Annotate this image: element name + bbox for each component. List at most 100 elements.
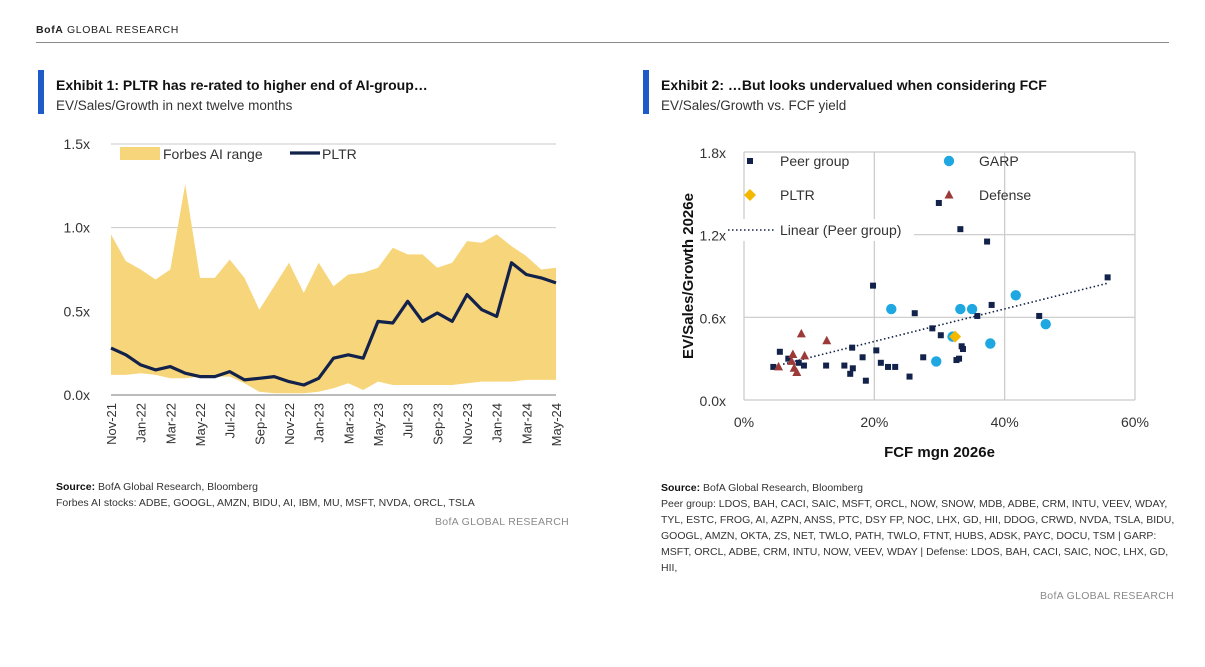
exhibit2-source-text: BofA Global Research, Bloomberg xyxy=(700,482,863,494)
exhibit2-y-tick-label: 1.8x xyxy=(700,145,726,161)
brand-header: BofA GLOBAL RESEARCH xyxy=(36,24,179,36)
exhibit1-x-tick-label: Nov-23 xyxy=(460,403,475,445)
peer-group-trendline xyxy=(782,282,1110,365)
peer-group-point xyxy=(984,238,991,245)
exhibit1-title: Exhibit 1: PLTR has re-rated to higher e… xyxy=(56,77,428,93)
exhibit1-y-tick-label: 0.0x xyxy=(64,387,90,403)
exhibit1-y-tick-label: 1.0x xyxy=(64,220,90,236)
peer-group-point xyxy=(823,362,830,369)
peer-group-point xyxy=(877,359,884,366)
legend-swatch-forbes-ai-range xyxy=(120,147,160,160)
exhibit2-axis-labels: FCF mgn 2026e EV/Sales/Growth 2026e xyxy=(680,193,995,461)
exhibit2-y-tick-label: 1.2x xyxy=(700,228,726,244)
exhibit1-x-tick-label: Sep-22 xyxy=(252,403,267,445)
garp-point xyxy=(931,356,942,367)
exhibit2-points-layer xyxy=(770,199,1111,384)
exhibit1-x-tick-label: Jul-22 xyxy=(223,403,238,438)
exhibit1-x-tick-label: Jan-22 xyxy=(134,403,149,443)
exhibit2-x-tick-label: 40% xyxy=(991,414,1019,430)
peer-group-point xyxy=(770,363,777,370)
exhibit2-source-label: Source: xyxy=(661,482,701,494)
exhibit1-x-tick-label: Sep-23 xyxy=(430,403,445,445)
legend-marker-peer-group xyxy=(747,158,753,164)
exhibit1-source-label: Source: xyxy=(56,481,96,493)
exhibit1-y-ticks: 0.0x 0.5x 1.0x 1.5x xyxy=(64,136,90,403)
exhibit2-trendline-layer xyxy=(782,282,1110,365)
exhibit1-x-tick-label: Jul-23 xyxy=(401,403,416,438)
defense-point xyxy=(788,349,798,359)
peer-group-point xyxy=(847,370,854,377)
peer-group-point xyxy=(873,347,880,354)
pltr-line xyxy=(110,261,557,387)
peer-group-point xyxy=(859,354,866,361)
exhibit1-y-tick-label: 1.5x xyxy=(64,136,90,152)
garp-point xyxy=(1010,290,1021,301)
exhibit1-x-tick-label: May-22 xyxy=(193,403,208,446)
garp-point xyxy=(955,303,966,315)
exhibit1-y-tick-label: 0.5x xyxy=(64,303,90,319)
exhibit2-title: Exhibit 2: …But looks undervalued when c… xyxy=(661,77,1047,93)
garp-point xyxy=(985,338,996,349)
legend-marker-garp xyxy=(943,155,955,167)
defense-point xyxy=(796,328,806,338)
exhibit1-x-tick-label: Nov-22 xyxy=(282,403,297,445)
exhibit1-x-tick-label: Mar-24 xyxy=(519,403,534,444)
peer-group-point xyxy=(862,377,869,384)
peer-group-point xyxy=(885,363,892,370)
peer-group-point xyxy=(841,362,848,369)
exhibit2-x-axis-label: FCF mgn 2026e xyxy=(884,444,995,461)
exhibit1-subtitle: EV/Sales/Growth in next twelve months xyxy=(56,98,293,113)
peer-group-point xyxy=(935,199,942,206)
exhibit2-legend: Peer group GARP PLTR Defense Linear (Peer gr… xyxy=(724,153,1031,241)
exhibit2-accent-bar xyxy=(643,70,649,114)
peer-group-point xyxy=(1104,274,1111,281)
peer-group-point xyxy=(776,348,783,355)
peer-group-point xyxy=(906,373,913,380)
exhibit2-y-tick-label: 0.6x xyxy=(700,310,726,326)
exhibit2-x-tick-label: 0% xyxy=(734,414,754,430)
exhibit1-source: Source: BofA Global Research, Bloomberg … xyxy=(56,479,576,511)
legend-marker-pltr xyxy=(744,189,756,201)
defense-point xyxy=(822,335,832,345)
peer-group-point xyxy=(911,310,918,317)
exhibit1-x-ticks: Nov-21 Jan-22 Mar-22 May-22 Jul-22 Sep-22 Nov-… xyxy=(104,403,564,446)
peer-group-point xyxy=(957,226,964,233)
exhibit1-x-tick-label: May-23 xyxy=(371,403,386,446)
exhibit1-x-tick-label: Jan-24 xyxy=(490,403,505,443)
exhibit2-gridlines xyxy=(743,151,1136,401)
exhibit2-y-axis-label: EV/Sales/Growth 2026e xyxy=(680,193,697,359)
peer-group-point xyxy=(959,346,966,353)
exhibit2-source: Source: BofA Global Research, Bloomberg … xyxy=(661,480,1176,576)
exhibit1-chart: 0.0x 0.5x 1.0x 1.5x Nov-21 Jan-22 Mar-22 May-2… xyxy=(64,136,564,446)
exhibit1-source-text: BofA Global Research, Bloomberg xyxy=(95,481,258,493)
exhibit2-x-ticks: 0% 20% 40% 60% xyxy=(734,414,1149,430)
peer-group-point xyxy=(849,344,856,351)
legend-label-forbes-ai-range: Forbes AI range xyxy=(163,146,263,162)
legend-label-peer-group: Peer group xyxy=(780,153,849,169)
defense-point xyxy=(800,350,810,360)
exhibit1-x-tick-label: Mar-22 xyxy=(163,403,178,444)
peer-group-point xyxy=(785,355,792,362)
peer-group-point xyxy=(849,365,856,372)
peer-group-point xyxy=(920,354,927,361)
peer-group-point xyxy=(800,362,807,369)
exhibit1-watermark: BofA GLOBAL RESEARCH xyxy=(435,516,569,528)
peer-group-point xyxy=(974,312,981,319)
exhibit2-chart: Peer group GARP PLTR Defense Linear (Peer gr… xyxy=(680,145,1149,461)
peer-group-point xyxy=(953,357,960,364)
peer-group-point xyxy=(1036,312,1043,319)
exhibit2-x-tick-label: 60% xyxy=(1121,414,1149,430)
exhibit2-y-ticks: 0.0x 0.6x 1.2x 1.8x xyxy=(700,145,726,409)
exhibit1-line-layer xyxy=(110,261,557,387)
legend-label-trendline: Linear (Peer group) xyxy=(780,222,901,238)
exhibit2-subtitle: EV/Sales/Growth vs. FCF yield xyxy=(661,98,847,113)
peer-group-point xyxy=(929,325,936,332)
peer-group-point xyxy=(937,332,944,339)
exhibit1-x-tick-label: May-24 xyxy=(549,403,564,446)
exhibit1-x-tick-label: Mar-23 xyxy=(341,403,356,444)
peer-group-point xyxy=(795,359,802,366)
defense-point xyxy=(787,356,797,365)
pltr-point xyxy=(949,330,962,343)
brand-label: GLOBAL RESEARCH xyxy=(67,24,179,36)
brand-name: BofA xyxy=(36,24,64,36)
